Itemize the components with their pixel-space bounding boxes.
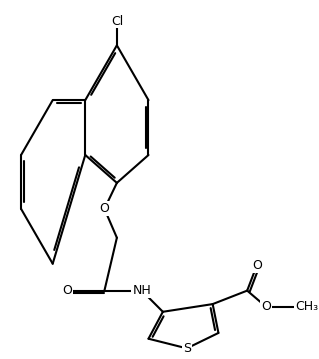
Text: O: O — [62, 284, 72, 297]
Text: O: O — [261, 300, 271, 313]
Text: O: O — [252, 259, 262, 272]
Text: S: S — [183, 342, 191, 355]
Text: Cl: Cl — [111, 15, 123, 28]
Text: O: O — [100, 202, 109, 215]
Text: NH: NH — [132, 284, 151, 297]
Text: CH₃: CH₃ — [295, 300, 318, 313]
